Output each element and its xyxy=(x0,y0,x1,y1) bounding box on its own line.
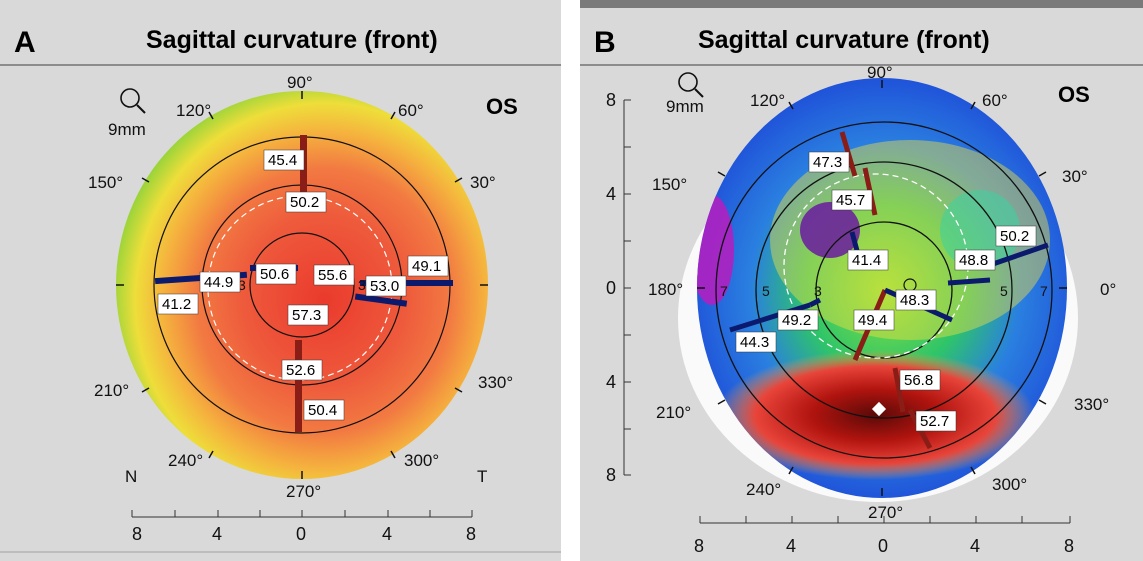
value-label: 52.6 xyxy=(286,362,315,379)
angle-label-270: 270° xyxy=(286,482,321,501)
x-tick-label: 4 xyxy=(970,536,980,556)
value-label: 53.0 xyxy=(370,278,399,295)
y-tick-label: 8 xyxy=(606,90,616,110)
ring-label: 5 xyxy=(762,283,770,299)
angle-ticks xyxy=(697,80,1067,496)
x-tick-label: 0 xyxy=(296,524,306,544)
angle-label-240: 240° xyxy=(168,451,203,470)
nasal-label: N xyxy=(125,467,137,486)
value-label: 41.2 xyxy=(162,296,191,313)
angle-label-300: 300° xyxy=(992,475,1027,494)
value-label: 45.7 xyxy=(836,192,865,209)
value-label: 50.6 xyxy=(260,266,289,283)
curvature-colormap xyxy=(116,91,488,479)
angle-label-60: 60° xyxy=(982,91,1008,110)
zoom-icon[interactable] xyxy=(678,72,704,98)
value-label: 49.4 xyxy=(858,312,887,329)
map-title: Sagittal curvature (front) xyxy=(698,26,990,54)
angle-label-240: 240° xyxy=(746,480,781,499)
angle-label-0: 0° xyxy=(1100,280,1116,299)
value-label: 56.8 xyxy=(904,372,933,389)
y-axis: 8 4 0 4 8 xyxy=(606,90,631,485)
map-title: Sagittal curvature (front) xyxy=(146,26,438,54)
ring-label: 3 xyxy=(238,277,246,293)
zoom-label: 9mm xyxy=(666,97,704,116)
value-label: 48.8 xyxy=(959,252,988,269)
eye-indicator: OS xyxy=(1058,82,1090,107)
y-tick-label: 0 xyxy=(606,278,616,298)
x-tick-label: 0 xyxy=(878,536,888,556)
value-label: 52.7 xyxy=(920,413,949,430)
angle-label-150: 150° xyxy=(88,173,123,192)
topography-map-b: 90° 60° 30° 0° 330° 300° 270° 240° 210° … xyxy=(606,63,1116,556)
angle-label-90: 90° xyxy=(287,73,313,92)
angle-ticks xyxy=(116,91,488,479)
x-tick-label: 8 xyxy=(694,536,704,556)
value-label: 49.2 xyxy=(782,312,811,329)
value-labels: 45.4 50.2 44.9 50.6 55.6 53.0 49.1 41.2 … xyxy=(157,149,449,421)
angle-label-120: 120° xyxy=(750,91,785,110)
y-tick-label: 8 xyxy=(606,465,616,485)
angle-label-30: 30° xyxy=(470,173,496,192)
panel-b-header xyxy=(580,0,1143,66)
x-axis: 8 4 0 4 8 xyxy=(694,516,1074,556)
zoom-icon[interactable] xyxy=(120,88,146,114)
panel-label: A xyxy=(14,26,36,59)
value-label: 41.4 xyxy=(852,252,881,269)
ring-label: 7 xyxy=(1040,283,1048,299)
panel-label: B xyxy=(594,26,616,59)
value-label: 50.4 xyxy=(308,402,337,419)
value-label: 49.1 xyxy=(412,258,441,275)
angle-label-210: 210° xyxy=(94,381,129,400)
y-tick-label: 4 xyxy=(606,372,616,392)
value-label: 48.3 xyxy=(900,292,929,309)
value-labels: 47.3 45.7 41.4 50.2 48.8 48.3 49.2 49.4 … xyxy=(735,151,1037,432)
ring-label: 3 xyxy=(814,283,822,299)
value-label: 47.3 xyxy=(813,154,842,171)
angle-label-300: 300° xyxy=(404,451,439,470)
eye-indicator: OS xyxy=(486,94,518,119)
x-tick-label: 4 xyxy=(786,536,796,556)
panel-b: B Sagittal curvature (front) xyxy=(580,0,1143,561)
ring-label: 5 xyxy=(1000,283,1008,299)
angle-label-150: 150° xyxy=(652,175,687,194)
ring-label: 7 xyxy=(720,283,728,299)
x-tick-label: 4 xyxy=(212,524,222,544)
panel-a-header xyxy=(0,0,561,66)
value-label: 50.2 xyxy=(290,194,319,211)
value-label: 44.9 xyxy=(204,274,233,291)
x-tick-label: 4 xyxy=(382,524,392,544)
temporal-label: T xyxy=(477,467,487,486)
zoom-label: 9mm xyxy=(108,120,146,139)
value-label: 45.4 xyxy=(268,152,297,169)
ring-label: 3 xyxy=(358,277,366,293)
angle-label-180: 180° xyxy=(648,280,683,299)
panel-b-topbar xyxy=(580,0,1143,8)
topography-map-a: 90° 60° 30° 330° 300° 270° 240° 210° 150… xyxy=(0,73,561,553)
panel-a: A Sagittal curvature (front) xyxy=(0,0,561,561)
angle-label-60: 60° xyxy=(398,101,424,120)
x-tick-label: 8 xyxy=(1064,536,1074,556)
angle-label-330: 330° xyxy=(478,373,513,392)
value-label: 44.3 xyxy=(740,334,769,351)
value-label: 57.3 xyxy=(292,307,321,324)
x-axis: 8 4 0 4 8 xyxy=(131,510,476,544)
angle-label-90: 90° xyxy=(867,63,893,82)
value-label: 55.6 xyxy=(318,267,347,284)
y-tick-label: 4 xyxy=(606,184,616,204)
x-tick-label: 8 xyxy=(132,524,142,544)
angle-label-330: 330° xyxy=(1074,395,1109,414)
apex-marker xyxy=(871,401,887,417)
angle-label-270: 270° xyxy=(868,503,903,522)
value-label: 50.2 xyxy=(1000,228,1029,245)
angle-label-210: 210° xyxy=(656,403,691,422)
x-tick-label: 8 xyxy=(466,524,476,544)
angle-label-30: 30° xyxy=(1062,167,1088,186)
angle-label-120: 120° xyxy=(176,101,211,120)
